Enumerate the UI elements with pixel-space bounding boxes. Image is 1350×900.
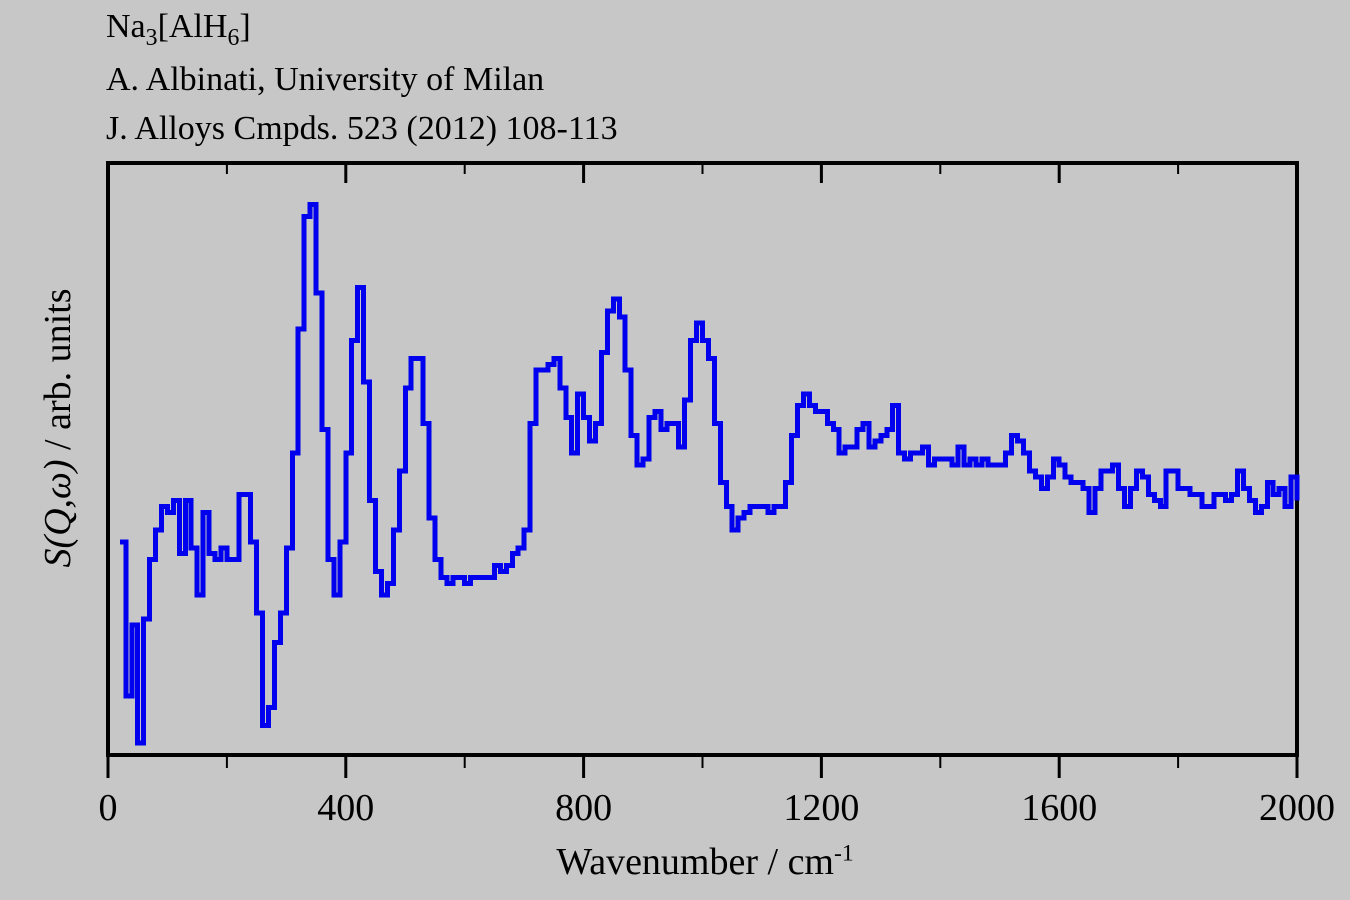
formula-base: Na (106, 8, 146, 45)
x-tick-label: 0 (99, 787, 118, 829)
y-axis-label-units: / arb. units (37, 288, 79, 460)
x-tick-label: 1200 (783, 787, 859, 829)
x-axis-label-text: Wavenumber / cm (556, 841, 834, 883)
plot-border (106, 161, 1299, 757)
reference-line: J. Alloys Cmpds. 523 (2012) 108-113 (106, 110, 618, 147)
y-axis-label-function: S(Q,ω) (37, 459, 79, 568)
x-tick-label: 400 (317, 787, 374, 829)
formula-base: ] (239, 8, 251, 45)
y-axis-label: S(Q,ω) / arb. units (36, 288, 80, 567)
x-tick-label: 800 (555, 787, 612, 829)
author-line: A. Albinati, University of Milan (106, 61, 545, 98)
x-axis-label: Wavenumber / cm-1 (556, 840, 853, 884)
x-axis-label-exponent: -1 (834, 840, 854, 867)
formula-base: [AlH (157, 8, 228, 45)
formula-subscript: 6 (227, 24, 240, 51)
compound-formula: Na3[AlH6] (106, 8, 251, 52)
formula-subscript: 3 (145, 24, 158, 51)
spectrum-line (119, 201, 1300, 746)
x-tick-label: 1600 (1021, 787, 1097, 829)
x-tick-label: 2000 (1259, 787, 1335, 829)
